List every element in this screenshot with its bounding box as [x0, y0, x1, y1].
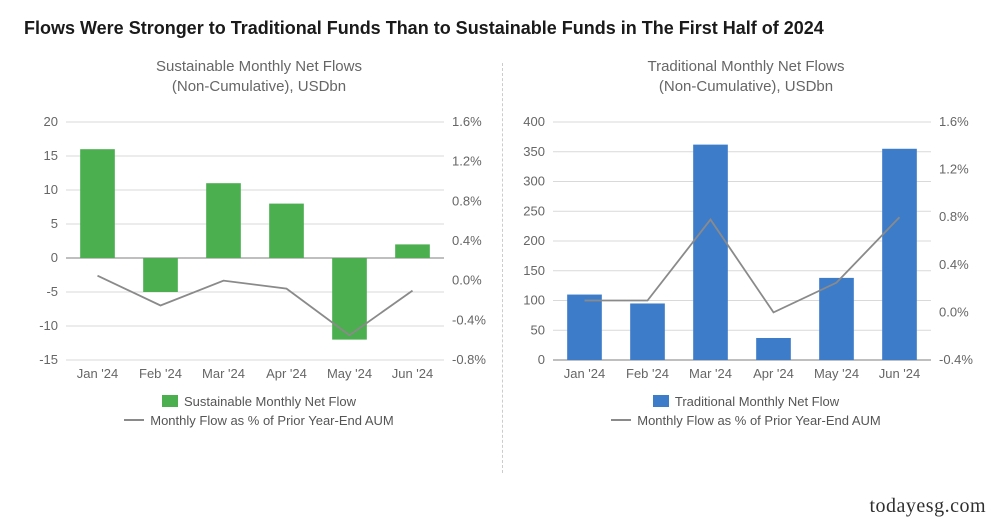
sustainable-chart-area: -15 -10 -5 0 5 10 15 20 -0.8% -0.4% 0.0% 0.4% 0.8% 1.…	[24, 116, 494, 386]
sustainable-legend-bar: Sustainable Monthly Net Flow	[162, 394, 356, 409]
traditional-legend-bar-label: Traditional Monthly Net Flow	[675, 394, 839, 409]
svg-text:350: 350	[523, 143, 545, 158]
svg-text:15: 15	[44, 148, 58, 163]
traditional-legend-line: Monthly Flow as % of Prior Year-End AUM	[611, 413, 881, 428]
page-title: Flows Were Stronger to Traditional Funds…	[24, 18, 970, 39]
svg-text:0.4%: 0.4%	[939, 256, 969, 271]
bar-swatch-icon	[653, 395, 669, 407]
svg-text:1.2%: 1.2%	[939, 161, 969, 176]
svg-text:Apr '24: Apr '24	[753, 366, 794, 381]
panel-divider	[502, 63, 503, 473]
svg-text:150: 150	[523, 262, 545, 277]
svg-text:-5: -5	[46, 284, 58, 299]
svg-text:250: 250	[523, 203, 545, 218]
svg-text:0.0%: 0.0%	[939, 304, 969, 319]
sustainable-subtitle-line1: Sustainable Monthly Net Flows	[156, 58, 362, 75]
svg-text:300: 300	[523, 173, 545, 188]
svg-text:Jan '24: Jan '24	[77, 366, 119, 381]
traditional-legend-bar: Traditional Monthly Net Flow	[653, 394, 839, 409]
svg-text:1.6%: 1.6%	[939, 116, 969, 129]
svg-text:Feb '24: Feb '24	[626, 366, 669, 381]
sustainable-legend-line-label: Monthly Flow as % of Prior Year-End AUM	[150, 413, 394, 428]
svg-text:Feb '24: Feb '24	[139, 366, 182, 381]
svg-text:1.2%: 1.2%	[452, 153, 482, 168]
svg-text:-15: -15	[39, 352, 58, 367]
svg-text:Jan '24: Jan '24	[564, 366, 606, 381]
svg-text:50: 50	[531, 322, 545, 337]
svg-text:May '24: May '24	[327, 366, 372, 381]
svg-text:0: 0	[51, 250, 58, 265]
svg-text:20: 20	[44, 116, 58, 129]
traditional-legend-line-label: Monthly Flow as % of Prior Year-End AUM	[637, 413, 881, 428]
svg-text:1.6%: 1.6%	[452, 116, 482, 129]
sustainable-subtitle: Sustainable Monthly Net Flows (Non-Cumul…	[24, 57, 494, 98]
svg-text:-0.8%: -0.8%	[452, 352, 486, 367]
traditional-chart-area: 0 50 100 150 200 250 300 350 400 -0.4% 0.0% 0.4% 0.8…	[511, 116, 981, 386]
charts-row: Sustainable Monthly Net Flows (Non-Cumul…	[24, 57, 970, 473]
sustainable-legend: Sustainable Monthly Net Flow Monthly Flo…	[24, 394, 494, 428]
traditional-subtitle-line2: (Non-Cumulative), USDbn	[659, 78, 833, 95]
sustainable-legend-line: Monthly Flow as % of Prior Year-End AUM	[124, 413, 394, 428]
sustainable-chart-panel: Sustainable Monthly Net Flows (Non-Cumul…	[24, 57, 494, 473]
svg-text:Jun '24: Jun '24	[392, 366, 434, 381]
svg-text:0.8%: 0.8%	[939, 209, 969, 224]
line-swatch-icon	[124, 419, 144, 421]
svg-text:10: 10	[44, 182, 58, 197]
svg-text:Mar '24: Mar '24	[202, 366, 245, 381]
svg-text:5: 5	[51, 216, 58, 231]
svg-text:-10: -10	[39, 318, 58, 333]
svg-text:0.4%: 0.4%	[452, 233, 482, 248]
svg-text:0.0%: 0.0%	[452, 272, 482, 287]
traditional-subtitle: Traditional Monthly Net Flows (Non-Cumul…	[511, 57, 981, 98]
sustainable-legend-bar-label: Sustainable Monthly Net Flow	[184, 394, 356, 409]
bar-swatch-icon	[162, 395, 178, 407]
svg-text:Jun '24: Jun '24	[879, 366, 921, 381]
svg-text:100: 100	[523, 292, 545, 307]
svg-text:0.8%: 0.8%	[452, 193, 482, 208]
svg-text:-0.4%: -0.4%	[939, 352, 973, 367]
svg-text:400: 400	[523, 116, 545, 129]
svg-text:200: 200	[523, 233, 545, 248]
svg-text:Apr '24: Apr '24	[266, 366, 307, 381]
svg-text:-0.4%: -0.4%	[452, 312, 486, 327]
svg-text:0: 0	[538, 352, 545, 367]
traditional-chart-panel: Traditional Monthly Net Flows (Non-Cumul…	[511, 57, 981, 473]
svg-text:Mar '24: Mar '24	[689, 366, 732, 381]
svg-text:May '24: May '24	[814, 366, 859, 381]
traditional-subtitle-line1: Traditional Monthly Net Flows	[647, 58, 844, 75]
traditional-legend: Traditional Monthly Net Flow Monthly Flo…	[511, 394, 981, 428]
sustainable-subtitle-line2: (Non-Cumulative), USDbn	[172, 78, 346, 95]
line-swatch-icon	[611, 419, 631, 421]
watermark: todayesg.com	[869, 495, 986, 518]
